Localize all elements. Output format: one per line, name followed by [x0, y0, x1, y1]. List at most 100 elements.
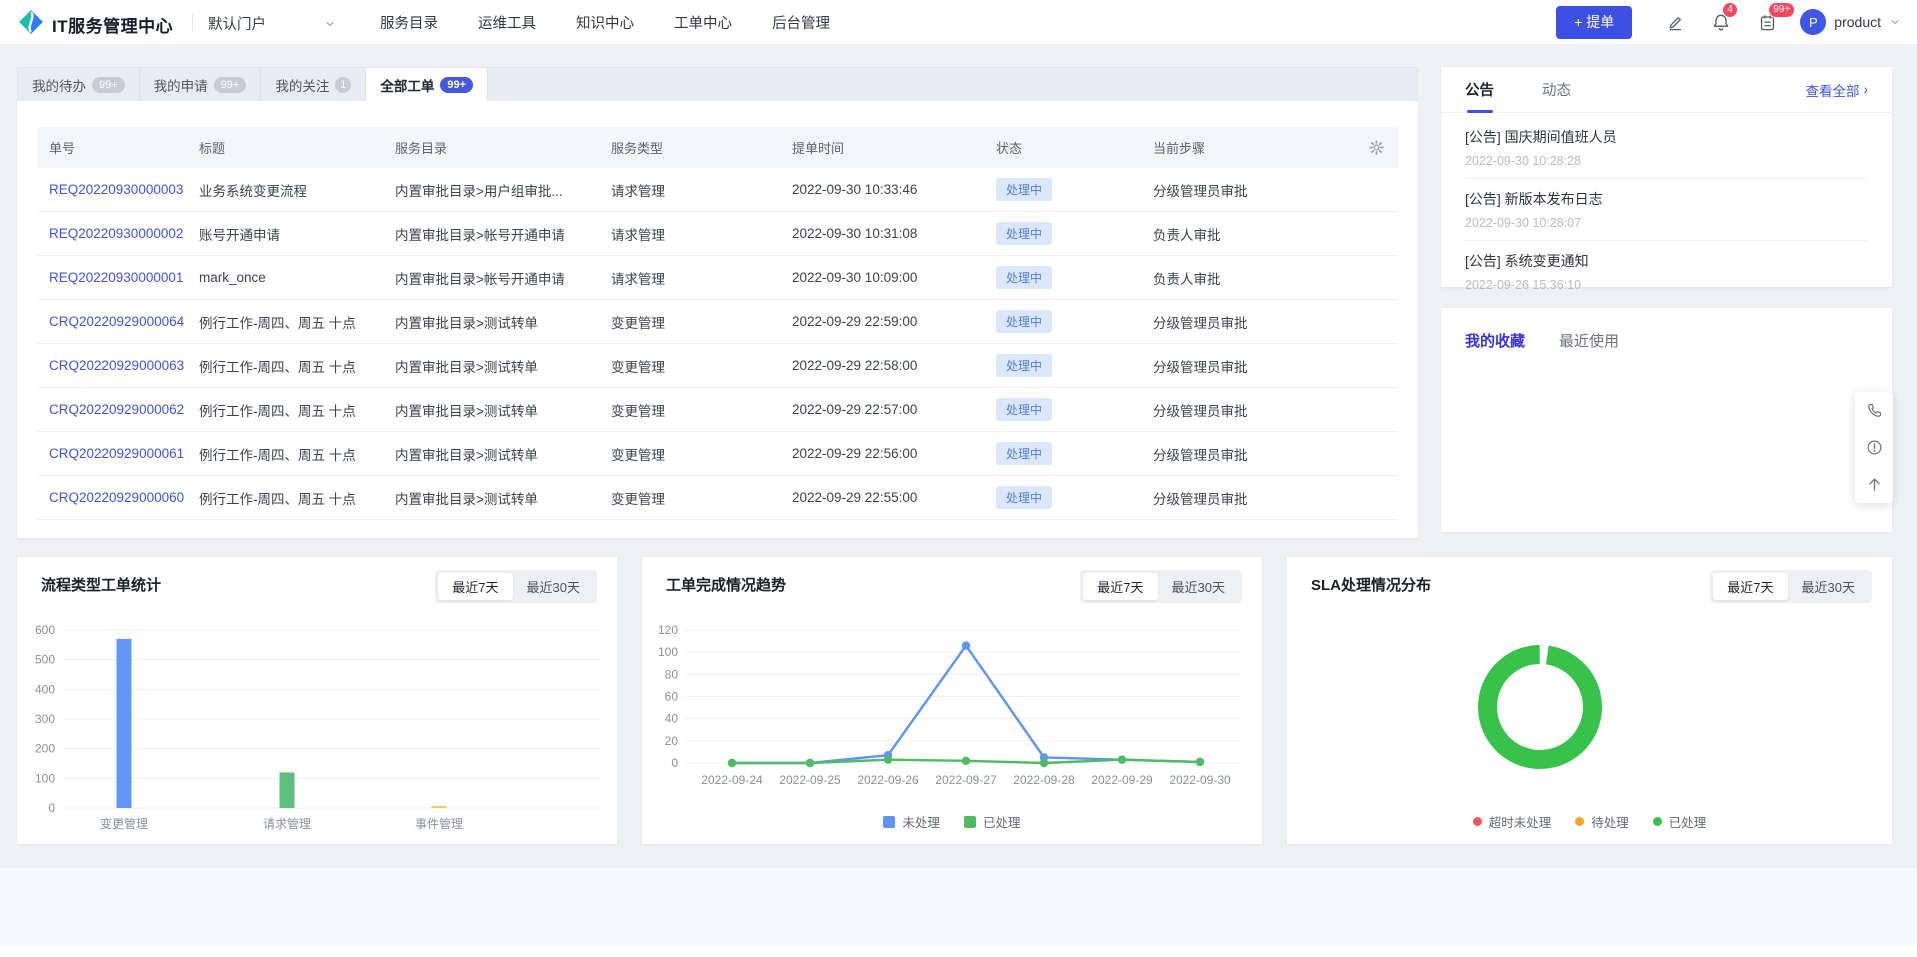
announcement-item[interactable]: [公告] 新版本发布日志 2022-09-30 10:28:07 — [1465, 179, 1868, 241]
svg-text:20: 20 — [665, 734, 679, 748]
announcement-title: [公告] 新版本发布日志 — [1465, 191, 1603, 207]
ticket-title: 业务系统变更流程 — [199, 183, 307, 199]
portal-selector[interactable]: 默认门户 — [208, 13, 336, 34]
line-chart: 0 20 40 60 80 100 120 2022-09-24 2022-09-25 2022-… — [658, 623, 1240, 787]
exclamation-circle-icon — [1867, 440, 1881, 455]
nav-item-knowledge-center[interactable]: 知识中心 — [576, 15, 634, 32]
ticket-id-link[interactable]: CRQ20220929000060 — [49, 490, 185, 505]
nav-item-ticket-center[interactable]: 工单中心 — [674, 15, 732, 32]
contact-support-button[interactable] — [1855, 392, 1893, 429]
status-badge: 处理中 — [996, 266, 1053, 289]
divider — [192, 13, 193, 31]
tab-recently-used[interactable]: 最近使用 — [1559, 333, 1620, 350]
range-toggle: 最近7天 最近30天 — [435, 570, 597, 603]
tab-all-tickets[interactable]: 全部工单 99+ — [366, 68, 489, 101]
col-header-step: 当前步骤 — [1153, 141, 1206, 156]
user-menu[interactable]: P product — [1800, 9, 1901, 35]
col-header-type: 服务类型 — [611, 141, 664, 156]
col-header-id: 单号 — [49, 141, 76, 156]
ticket-catalog: 内置审批目录>帐号开通申请 — [395, 227, 565, 243]
tab-label: 我的待办 — [32, 78, 86, 94]
range-last-7-days-button[interactable]: 最近7天 — [438, 573, 513, 600]
app-title: IT服务管理中心 — [52, 17, 174, 36]
feedback-button[interactable] — [1855, 429, 1893, 466]
svg-text:40: 40 — [665, 712, 679, 726]
range-last-7-days-button[interactable]: 最近7天 — [1713, 573, 1788, 600]
phone-icon — [1867, 403, 1881, 417]
range-toggle: 最近7天 最近30天 — [1710, 570, 1872, 603]
donut-chart — [1478, 645, 1602, 769]
donut-chart-legend: 超时未处理 待处理 已处理 — [1287, 812, 1892, 831]
ticket-id-link[interactable]: CRQ20220929000064 — [49, 314, 185, 329]
announcement-item[interactable]: [公告] 系统变更通知 2022-09-26 15:36:10 — [1465, 241, 1868, 303]
svg-text:2022-09-28: 2022-09-28 — [1013, 773, 1075, 787]
ticket-step: 负责人审批 — [1153, 227, 1221, 243]
ticket-step: 分级管理员审批 — [1153, 183, 1248, 199]
ticket-id-link[interactable]: CRQ20220929000062 — [49, 402, 185, 417]
svg-text:请求管理: 请求管理 — [263, 816, 311, 831]
col-header-status: 状态 — [996, 141, 1023, 156]
view-all-label: 查看全部 — [1805, 83, 1860, 99]
todo-list-button[interactable]: 99+ — [1754, 2, 1796, 35]
clipboard-icon — [1760, 14, 1774, 30]
range-last-30-days-button[interactable]: 最近30天 — [1801, 580, 1855, 595]
status-badge: 处理中 — [996, 442, 1053, 465]
legend-dot — [1652, 817, 1662, 826]
svg-text:300: 300 — [35, 712, 55, 726]
svg-text:2022-09-26: 2022-09-26 — [857, 773, 919, 787]
range-toggle: 最近7天 最近30天 — [1080, 570, 1242, 603]
nav-item-service-catalog[interactable]: 服务目录 — [380, 15, 438, 32]
range-last-30-days-button[interactable]: 最近30天 — [526, 580, 580, 595]
tab-count-badge: 99+ — [213, 76, 247, 93]
column-settings-gear-icon[interactable] — [1368, 139, 1385, 156]
legend-dot — [1472, 817, 1482, 826]
ticket-time: 2022-09-29 22:58:00 — [792, 358, 918, 373]
tab-activities[interactable]: 动态 — [1542, 83, 1571, 99]
ticket-type: 请求管理 — [611, 183, 665, 199]
pencil-icon — [1669, 16, 1681, 30]
notifications-button[interactable]: 4 — [1708, 2, 1738, 35]
tab-label: 我的关注 — [275, 78, 330, 94]
view-all-link[interactable]: 查看全部 › — [1806, 80, 1869, 100]
range-last-7-days-button[interactable]: 最近7天 — [1083, 573, 1158, 600]
favorites-header: 我的收藏 最近使用 — [1441, 308, 1892, 351]
tab-my-favorites[interactable]: 我的收藏 — [1465, 333, 1526, 350]
tab-my-follows[interactable]: 我的关注 1 — [261, 68, 367, 101]
notification-badge: 4 — [1722, 2, 1738, 18]
ticket-id-link[interactable]: REQ20220930000002 — [49, 226, 184, 241]
ticket-id-link[interactable]: CRQ20220929000061 — [49, 446, 185, 461]
legend-swatch — [964, 815, 976, 828]
portal-selector-label: 默认门户 — [208, 17, 266, 33]
col-header-title: 标题 — [199, 141, 226, 156]
announcement-item[interactable]: [公告] 国庆期间值班人员 2022-09-30 10:28:28 — [1465, 117, 1868, 179]
ticket-time: 2022-09-29 22:55:00 — [792, 490, 918, 505]
ticket-id-link[interactable]: CRQ20220929000063 — [49, 358, 185, 373]
range-last-30-days-button[interactable]: 最近30天 — [1171, 580, 1225, 595]
nav-item-admin[interactable]: 后台管理 — [772, 15, 830, 32]
edit-button[interactable] — [1662, 9, 1688, 35]
avatar: P — [1800, 9, 1827, 35]
table-header: 单号 标题 服务目录 服务类型 提单时间 状态 当前步骤 — [37, 127, 1398, 168]
announcement-time: 2022-09-30 10:28:28 — [1465, 154, 1582, 168]
ticket-title: 账号开通申请 — [199, 227, 280, 243]
tab-my-requests[interactable]: 我的申请 99+ — [140, 68, 262, 101]
tab-announcements[interactable]: 公告 — [1465, 67, 1494, 113]
nav-item-ops-tools[interactable]: 运维工具 — [478, 15, 536, 32]
side-toolbar — [1855, 392, 1893, 503]
tab-my-todo[interactable]: 我的待办 99+ — [18, 68, 140, 101]
table-row: CRQ20220929000060 例行工作-周四、周五 十点 内置审批目录>测… — [37, 476, 1398, 520]
ticket-catalog: 内置审批目录>帐号开通申请 — [395, 271, 565, 287]
ticket-title: 例行工作-周四、周五 十点 — [199, 403, 356, 419]
svg-text:2022-09-24: 2022-09-24 — [701, 773, 763, 787]
back-to-top-button[interactable] — [1855, 466, 1893, 503]
ticket-type: 请求管理 — [611, 271, 665, 287]
ticket-id-link[interactable]: REQ20220930000003 — [49, 182, 184, 197]
ticket-id-link[interactable]: REQ20220930000001 — [49, 270, 184, 285]
ticket-catalog: 内置审批目录>测试转单 — [395, 447, 538, 463]
svg-text:100: 100 — [35, 771, 55, 785]
todo-badge: 99+ — [1768, 2, 1796, 18]
legend-swatch — [883, 815, 896, 828]
ticket-step: 分级管理员审批 — [1153, 447, 1248, 463]
submit-ticket-button[interactable]: + 提单 — [1556, 5, 1633, 39]
svg-text:0: 0 — [48, 801, 55, 815]
